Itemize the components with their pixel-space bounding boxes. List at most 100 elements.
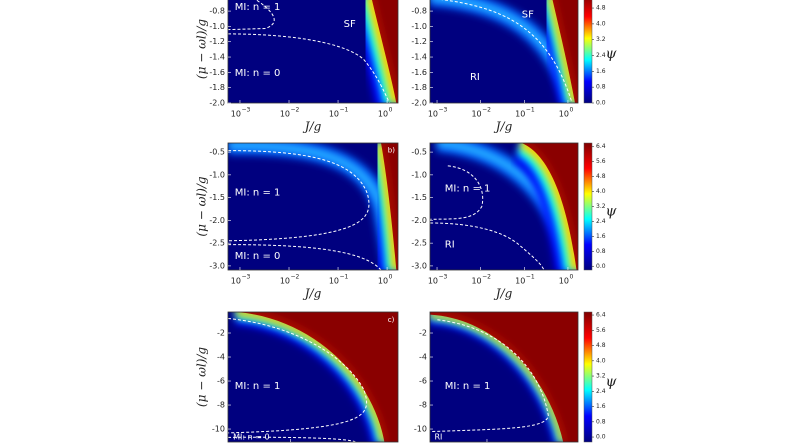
panel: -3.0-2.5-2.0-1.5-1.0-0.510 −3 10 −2 10 −1 10 0J…	[195, 142, 399, 301]
colorbar-tick-label: 2.4	[596, 388, 606, 395]
plot-frame	[429, 0, 579, 104]
y-tick-label: -4	[217, 353, 225, 362]
y-tick-label: -2	[419, 329, 427, 338]
annotation: MI: n = 1	[235, 188, 281, 199]
x-tick-label: 10	[559, 277, 569, 286]
colorbar-tick-label: 3.2	[596, 36, 606, 43]
heatmap	[228, 0, 398, 103]
y-tick-label: -1.4	[209, 53, 225, 62]
y-axis-label: (μ − ωl)/g	[195, 176, 209, 237]
x-tick-label: 10	[471, 277, 481, 286]
panel: -2.0-1.8-1.6-1.4-1.2-1.0-0.810 −3 10 −2 10 −1…	[411, 0, 618, 134]
y-tick-label: -6	[217, 377, 225, 386]
colorbar-tick-label: 4.8	[596, 173, 606, 180]
annotation: SF	[344, 19, 356, 30]
colorbar-tick-label: 6.4	[596, 143, 606, 150]
colorbar-tick-label: 0.8	[596, 418, 606, 425]
x-tick-label: 10	[378, 277, 388, 286]
field-edge	[430, 313, 565, 442]
annotation: MI: n = 0	[235, 68, 281, 79]
colorbar-tick-label: 1.6	[596, 68, 606, 75]
panel: -10-8-6-4-2100(μ − ωl)/gc)MI: n = 1MI: n…	[195, 311, 399, 443]
colorbar-tick-label: 3.2	[596, 373, 606, 380]
heatmap	[228, 143, 398, 270]
x-tick-label: 10	[428, 110, 438, 119]
x-tick-exponent: −1	[526, 274, 535, 281]
x-tick-label: 10	[515, 110, 525, 119]
y-tick-label: -1.4	[411, 53, 427, 62]
y-tick-label: -0.8	[209, 7, 225, 16]
x-tick-exponent: −2	[482, 274, 491, 281]
y-tick-label: -2.0	[411, 216, 427, 225]
annotation: MI: n = 1	[445, 381, 491, 392]
y-tick-label: -6	[419, 377, 427, 386]
annotation: MI: n = 0	[235, 251, 281, 262]
annotation: b)	[388, 147, 395, 155]
colorbar-tick-label: 4.0	[596, 357, 606, 364]
y-tick-label: -10	[414, 425, 427, 434]
phase-boundary	[228, 436, 356, 442]
phase-boundary	[228, 0, 275, 31]
field-edge	[551, 0, 576, 103]
phase-boundary	[430, 222, 545, 270]
colorbar-label: ψ	[606, 46, 618, 62]
x-tick-exponent: −2	[291, 274, 300, 281]
phase-boundary	[228, 244, 382, 270]
y-tick-label: -8	[217, 401, 225, 410]
y-tick-label: -1.8	[209, 83, 225, 92]
annotation: MI: n = 0	[233, 432, 269, 441]
field-edge	[236, 312, 386, 442]
colorbar-tick-label: 5.6	[596, 327, 606, 334]
x-tick-exponent: −2	[482, 107, 491, 114]
y-tick-label: -1.6	[209, 68, 225, 77]
y-tick-label: -1.8	[411, 83, 427, 92]
colorbar-tick-label: 5.6	[596, 158, 606, 165]
x-tick-label: 10	[280, 110, 290, 119]
y-tick-label: -1.6	[411, 68, 427, 77]
annotation: MI: n = 1	[445, 184, 491, 195]
colorbar-tick-label: 0.0	[596, 263, 606, 270]
colorbar-label: ψ	[606, 204, 618, 220]
y-tick-label: -2.0	[411, 99, 427, 108]
colorbar-label: ψ	[606, 374, 618, 390]
x-tick-exponent: −1	[526, 107, 535, 114]
heatmap	[228, 312, 398, 442]
y-tick-label: -1.0	[411, 22, 427, 31]
y-tick-label: -1.0	[411, 170, 427, 179]
annotation: c)	[388, 316, 395, 324]
phase-boundary	[430, 165, 484, 220]
y-tick-label: -10	[212, 425, 225, 434]
x-tick-label: 10	[515, 277, 525, 286]
field-edge	[521, 143, 578, 270]
phase-boundary	[430, 319, 549, 433]
annotation: SF	[522, 9, 534, 20]
y-tick-label: -2.0	[209, 99, 225, 108]
x-tick-exponent: −1	[340, 107, 349, 114]
y-tick-label: -3.0	[411, 261, 427, 270]
colorbar-tick-label: 0.0	[596, 100, 606, 107]
plot-frame	[429, 142, 579, 271]
colorbar-tick-label: 1.6	[596, 233, 606, 240]
annotation: RI	[470, 72, 480, 83]
x-tick-label: 10	[231, 277, 241, 286]
x-tick-label: 10	[231, 110, 241, 119]
y-tick-label: -1.5	[209, 193, 225, 202]
x-tick-exponent: −3	[241, 107, 250, 114]
plot-frame	[429, 311, 579, 443]
heatmap	[430, 0, 578, 103]
colorbar-tick-label: 2.4	[596, 52, 606, 59]
y-tick-label: -1.5	[411, 193, 427, 202]
x-tick-exponent: 0	[389, 107, 393, 114]
x-tick-exponent: −3	[241, 274, 250, 281]
plot-frame	[227, 311, 399, 443]
y-tick-label: -1.2	[209, 37, 225, 46]
x-tick-exponent: −2	[291, 107, 300, 114]
x-tick-exponent: 0	[569, 107, 573, 114]
y-axis-label: (μ − ωl)/g	[195, 19, 209, 80]
y-tick-label: -2.5	[411, 239, 427, 248]
annotation: RI	[434, 432, 442, 441]
x-tick-exponent: 0	[389, 274, 393, 281]
plot-frame	[227, 0, 399, 104]
plot-frame	[227, 142, 399, 271]
colorbar-tick-label: 4.8	[596, 342, 606, 349]
